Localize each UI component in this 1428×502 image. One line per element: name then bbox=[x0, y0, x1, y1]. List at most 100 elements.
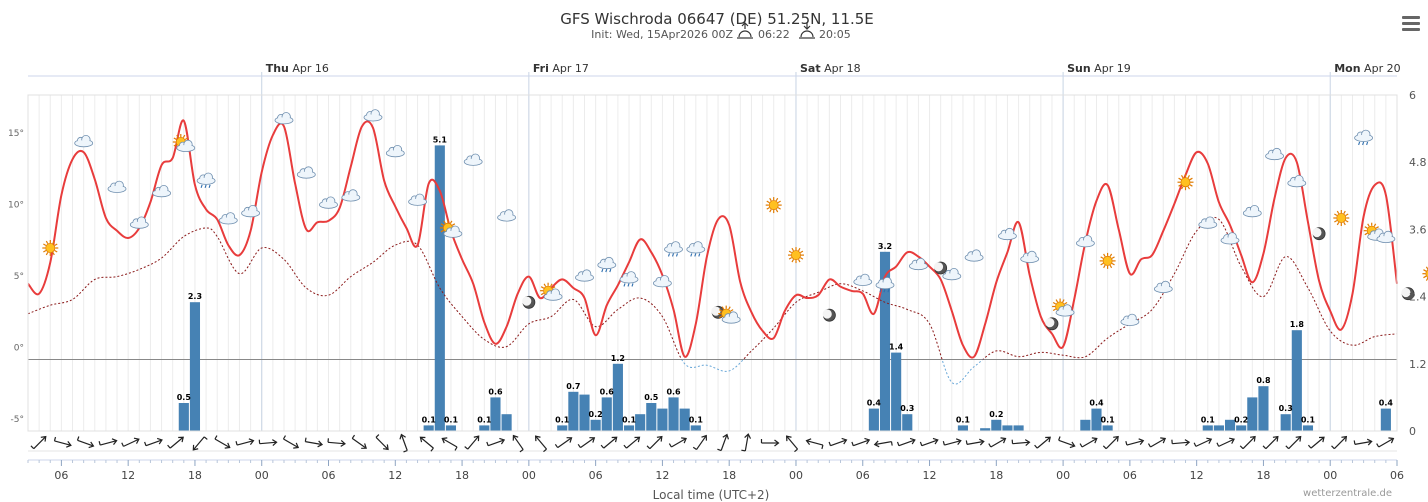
precip-bar bbox=[1202, 425, 1213, 431]
y-left-tick-label: -5° bbox=[11, 415, 24, 425]
sun-ray bbox=[1064, 301, 1068, 305]
sun-ray bbox=[1336, 210, 1340, 214]
wind-arrow bbox=[167, 436, 184, 449]
wind-arrow-head bbox=[399, 433, 406, 440]
wind-arrow-shaft bbox=[401, 435, 408, 451]
wind-arrow-head bbox=[40, 435, 47, 442]
wind-arrow-head bbox=[419, 436, 426, 443]
sun-ray bbox=[540, 286, 545, 289]
sun-ray bbox=[775, 209, 779, 213]
wind-arrow-head bbox=[634, 436, 641, 443]
precip-bar bbox=[178, 403, 189, 431]
cloud-icon bbox=[385, 144, 405, 158]
wind-arrow-barb bbox=[403, 449, 408, 453]
sun-ray bbox=[1187, 186, 1191, 190]
sun-ray bbox=[176, 134, 179, 138]
sun-shape bbox=[765, 197, 782, 214]
precip-bar bbox=[657, 408, 668, 431]
wind-arrow bbox=[486, 437, 506, 447]
precip-bar bbox=[590, 419, 601, 431]
wind-arrow-shaft bbox=[442, 438, 458, 448]
wind-arrow-head bbox=[88, 441, 95, 449]
wind-arrow-barb bbox=[98, 441, 101, 446]
cloud-shape bbox=[274, 112, 294, 125]
wind-arrow-shaft bbox=[1195, 439, 1211, 447]
rain-drop bbox=[623, 283, 626, 287]
wind-arrow-shaft bbox=[420, 437, 434, 449]
rain-icon bbox=[664, 241, 683, 257]
wind-arrow-barb bbox=[896, 441, 900, 446]
moon-icon bbox=[1401, 287, 1415, 301]
wind-arrow-shaft bbox=[33, 436, 46, 450]
precip-label: 0.1 bbox=[689, 415, 704, 424]
precip-label: 2.3 bbox=[188, 292, 202, 301]
wind-arrow-barb bbox=[464, 446, 469, 450]
sun-ray bbox=[1100, 262, 1104, 266]
precip-bar bbox=[490, 397, 501, 431]
moon-crescent-cut bbox=[933, 262, 944, 272]
moon-icon bbox=[822, 308, 836, 322]
cloud-icon bbox=[1376, 230, 1396, 243]
cloud-fill bbox=[197, 177, 215, 184]
wind-arrow bbox=[1058, 436, 1076, 449]
wind-arrow bbox=[534, 435, 548, 453]
wind-arrow-barb bbox=[430, 447, 434, 452]
sun-disc bbox=[791, 250, 801, 261]
wind-arrow-barb bbox=[1193, 442, 1197, 447]
hamburger-menu-icon[interactable] bbox=[1402, 16, 1420, 32]
x-tick-label: 00 bbox=[1056, 469, 1070, 482]
precip-bar bbox=[879, 251, 891, 431]
x-tick-label: 18 bbox=[188, 469, 202, 482]
wind-arrow-head bbox=[1138, 438, 1145, 445]
wind-arrow-barb bbox=[519, 449, 524, 453]
cloud-shape bbox=[241, 204, 261, 218]
wind-arrow-shaft bbox=[77, 439, 93, 447]
sun-icon bbox=[788, 247, 804, 264]
cloud-shape bbox=[1076, 235, 1095, 248]
wind-arrow-barb bbox=[375, 434, 380, 438]
sun-ray bbox=[1334, 219, 1338, 223]
day-name: Sat bbox=[800, 62, 821, 75]
cloud-shape bbox=[1287, 174, 1307, 188]
precip-bar bbox=[479, 425, 490, 431]
precip-bar bbox=[991, 419, 1002, 431]
sun-ray bbox=[777, 207, 781, 210]
cloud-icon bbox=[1198, 216, 1218, 229]
moon-crescent-cut bbox=[522, 296, 532, 306]
x-tick-label: 06 bbox=[322, 469, 336, 482]
cloud-shape bbox=[497, 209, 517, 222]
cloud-shape bbox=[385, 144, 405, 158]
cloud-icon bbox=[241, 204, 261, 218]
x-tick-label: 12 bbox=[655, 469, 669, 482]
day-name: Fri bbox=[533, 62, 549, 75]
wind-arrow-shaft bbox=[1333, 436, 1347, 450]
wind-arrow bbox=[512, 434, 524, 453]
wind-arrow-head bbox=[1000, 437, 1007, 444]
cloud-fill bbox=[153, 190, 170, 196]
cloud-shape bbox=[853, 273, 873, 286]
wind-arrow-barb bbox=[203, 436, 208, 440]
sun-ray bbox=[440, 223, 444, 226]
sun-ray bbox=[45, 240, 49, 244]
sun-shape bbox=[1333, 210, 1350, 226]
wind-arrow-barb bbox=[1331, 445, 1335, 450]
wind-arrow-head bbox=[361, 443, 367, 449]
sun-ray bbox=[1052, 301, 1057, 305]
precip-label: 0.3 bbox=[1279, 404, 1293, 413]
moon-crescent-cut bbox=[711, 306, 721, 316]
sun-disc bbox=[45, 243, 56, 253]
precip-bar bbox=[980, 428, 991, 431]
wind-arrow bbox=[1125, 438, 1145, 446]
wind-arrow bbox=[1147, 437, 1167, 448]
precip-bar bbox=[1080, 419, 1091, 431]
precip-label: 0.1 bbox=[477, 415, 492, 424]
wind-arrow bbox=[942, 438, 962, 446]
wind-arrow-head bbox=[473, 435, 480, 442]
sun-ray bbox=[791, 247, 795, 252]
cloud-fill bbox=[1288, 180, 1306, 186]
wind-arrow-head bbox=[499, 437, 506, 445]
precip-label: 0.2 bbox=[589, 410, 603, 419]
wind-arrow-barb bbox=[646, 445, 651, 450]
wind-arrow-head bbox=[1160, 437, 1167, 444]
